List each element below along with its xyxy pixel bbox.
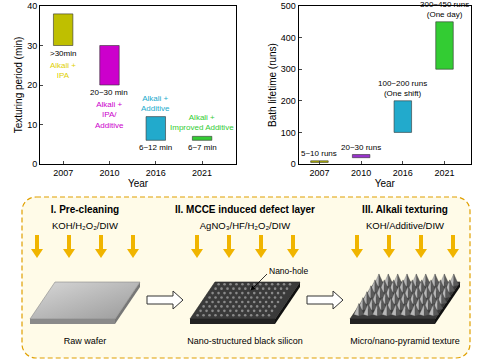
svg-text:Nano-hole: Nano-hole [269, 266, 308, 276]
svg-text:100~200 runs(One shift): 100~200 runs(One shift) [378, 79, 427, 98]
svg-text:0: 0 [32, 159, 37, 169]
svg-text:Alkali +IPA/Additive: Alkali +IPA/Additive [95, 100, 124, 130]
svg-text:2007: 2007 [309, 168, 329, 178]
svg-text:300: 300 [281, 64, 296, 74]
svg-text:400: 400 [281, 33, 296, 43]
svg-text:Alkali +IPA: Alkali +IPA [50, 61, 76, 80]
svg-text:I. Pre-cleaning: I. Pre-cleaning [51, 204, 119, 215]
svg-text:20~30 runs: 20~30 runs [341, 143, 381, 152]
svg-text:2007: 2007 [53, 168, 73, 178]
svg-text:10: 10 [27, 120, 37, 130]
svg-text:Year: Year [128, 178, 149, 189]
svg-text:30: 30 [27, 41, 37, 51]
svg-text:200: 200 [281, 96, 296, 106]
svg-text:Nano-structured black silicon: Nano-structured black silicon [187, 336, 303, 346]
svg-text:Bath lifetime (runs): Bath lifetime (runs) [267, 43, 278, 127]
svg-text:Texturing period (min): Texturing period (min) [13, 37, 24, 134]
svg-text:0: 0 [291, 159, 296, 169]
svg-text:II. MCCE induced defect layer: II. MCCE induced defect layer [175, 204, 315, 215]
svg-text:>30min: >30min [50, 49, 76, 58]
svg-text:2010: 2010 [99, 168, 119, 178]
svg-text:2016: 2016 [393, 168, 413, 178]
svg-text:2021: 2021 [434, 168, 454, 178]
svg-text:100: 100 [281, 128, 296, 138]
svg-text:6~12 min: 6~12 min [139, 143, 172, 152]
svg-text:KOH/Additive/DIW: KOH/Additive/DIW [366, 220, 444, 231]
svg-text:2021: 2021 [192, 168, 212, 178]
svg-text:Alkali +Improved Additive: Alkali +Improved Additive [170, 113, 234, 132]
svg-text:Micro/nano-pyramid texture: Micro/nano-pyramid texture [350, 336, 460, 346]
svg-text:20~30 min: 20~30 min [90, 88, 128, 97]
svg-text:500: 500 [281, 1, 296, 11]
svg-text:KOH/H₂O₂/DIW: KOH/H₂O₂/DIW [52, 220, 118, 231]
svg-text:300~450 runs(One day): 300~450 runs(One day) [420, 0, 469, 19]
svg-text:AgNO₃/HF/H₂O₂/DIW: AgNO₃/HF/H₂O₂/DIW [200, 220, 290, 231]
svg-text:40: 40 [27, 1, 37, 11]
svg-text:2016: 2016 [146, 168, 166, 178]
svg-text:20: 20 [27, 80, 37, 90]
svg-text:5~10 runs: 5~10 runs [301, 149, 337, 158]
svg-text:6~7 min: 6~7 min [188, 143, 217, 152]
svg-text:Alkali +Additive: Alkali +Additive [141, 94, 170, 113]
svg-text:Raw wafer: Raw wafer [64, 336, 107, 346]
svg-text:III. Alkali texturing: III. Alkali texturing [362, 204, 448, 215]
svg-text:2010: 2010 [351, 168, 371, 178]
svg-text:Year: Year [375, 178, 396, 189]
